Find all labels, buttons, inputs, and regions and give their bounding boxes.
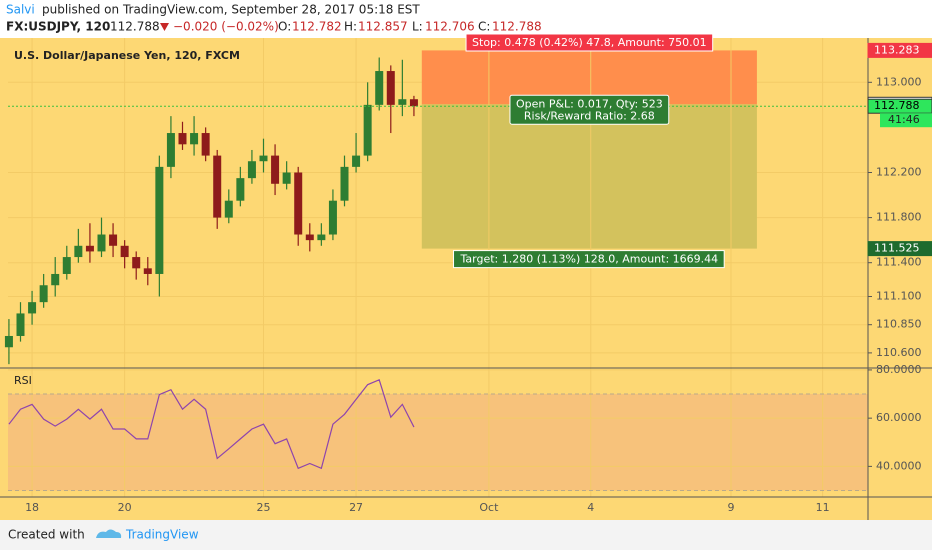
- header-bg: [0, 0, 932, 38]
- x-tick-label: 27: [349, 501, 363, 514]
- candle-body: [120, 245, 129, 258]
- x-tick-label: 9: [727, 501, 734, 514]
- target-label: Target: 1.280 (1.13%) 128.0, Amount: 166…: [460, 253, 719, 266]
- o-label: O:: [278, 20, 291, 34]
- candle-body: [375, 71, 384, 105]
- h-value: 112.857: [358, 20, 408, 34]
- candle-body: [85, 245, 94, 252]
- y-tick-label: 111.100: [876, 290, 922, 303]
- chart-title: U.S. Dollar/Japanese Yen, 120, FXCM: [14, 49, 240, 62]
- rsi-title: RSI: [14, 374, 32, 387]
- candle-body: [328, 200, 337, 235]
- candle-body: [16, 313, 25, 336]
- price-label: 113.283: [874, 43, 920, 56]
- price-label-box: [867, 42, 932, 58]
- footer-bg: [0, 520, 932, 550]
- candle-body: [190, 133, 199, 145]
- x-tick-label: Oct: [479, 501, 499, 514]
- target-label-box: [453, 250, 725, 269]
- y-tick-label: 60.0000: [876, 411, 922, 424]
- down-arrow: [160, 23, 169, 31]
- y-tick-label: 111.400: [876, 256, 922, 269]
- candle-body: [201, 133, 210, 156]
- candle-body: [247, 161, 256, 179]
- candle-body: [224, 200, 233, 218]
- candle-body: [340, 166, 349, 201]
- h-label: H:: [344, 20, 357, 34]
- candle-body: [132, 257, 141, 269]
- created-with: Created with: [8, 528, 85, 542]
- candle-body: [409, 99, 418, 107]
- candle-body: [236, 178, 245, 201]
- candle-body: [363, 104, 372, 156]
- x-tick-label: 4: [587, 501, 594, 514]
- candle-body: [178, 133, 187, 145]
- rr-label: Risk/Reward Ratio: 2.68: [524, 109, 655, 122]
- x-tick-label: 18: [25, 501, 39, 514]
- countdown: 41:46: [888, 113, 920, 126]
- rsi-band: [8, 394, 868, 491]
- price-label: 111.525: [874, 242, 920, 255]
- c-label: C:: [478, 20, 490, 34]
- candle-body: [398, 99, 407, 105]
- c-value: 112.788: [492, 20, 542, 34]
- candle-body: [259, 155, 268, 162]
- countdown-box: [880, 113, 932, 128]
- symbol: FX:USDJPY, 120: [6, 20, 110, 34]
- candle-body: [51, 273, 60, 286]
- candle-body: [109, 234, 118, 246]
- price-label: 112.788: [874, 99, 920, 112]
- pnl-label: Open P&L: 0.017, Qty: 523: [516, 97, 663, 110]
- y-tick-label: 80.0000: [876, 363, 922, 376]
- stop-label: Stop: 0.478 (0.42%) 47.8, Amount: 750.01: [472, 36, 707, 49]
- change: −0.020 (−0.02%): [173, 20, 279, 34]
- pnl-box: [509, 94, 670, 125]
- candle-body: [155, 166, 164, 274]
- published: published on TradingView.com, September …: [42, 3, 420, 17]
- candle-body: [352, 155, 361, 167]
- y-tick-label: 112.200: [876, 166, 922, 179]
- candle-body: [271, 155, 280, 184]
- x-tick-label: 25: [257, 501, 271, 514]
- y-tick-label: 110.600: [876, 346, 922, 359]
- logo-cloud: [96, 529, 122, 538]
- last-price: 112.788: [110, 20, 160, 34]
- candle-body: [282, 172, 291, 184]
- x-tick-label: 20: [118, 501, 132, 514]
- l-value: 112.706: [425, 20, 475, 34]
- candle-body: [305, 234, 314, 241]
- candle-body: [62, 257, 71, 274]
- stop-label-box: [465, 33, 714, 52]
- candle-body: [4, 335, 13, 348]
- candle-body: [166, 133, 175, 167]
- y-tick-label: 111.800: [876, 211, 922, 224]
- candle-body: [39, 285, 48, 303]
- candle-body: [386, 71, 395, 105]
- x-tick-label: 11: [816, 501, 830, 514]
- candle-body: [28, 302, 37, 314]
- l-label: L:: [412, 20, 423, 34]
- candle-body: [97, 234, 106, 252]
- candle-body: [213, 155, 222, 218]
- candle-body: [74, 245, 83, 258]
- candle-body: [317, 234, 326, 241]
- logo[interactable]: [96, 529, 122, 539]
- candle-body: [294, 172, 303, 235]
- candle-body: [143, 268, 152, 274]
- o-value: 112.782: [292, 20, 342, 34]
- price-label-box: [867, 241, 932, 257]
- rsi-line: [8, 379, 415, 470]
- y-tick-label: 113.000: [876, 75, 922, 88]
- brand[interactable]: TradingView: [125, 528, 199, 542]
- y-tick-label: 40.0000: [876, 459, 922, 472]
- target-zone: [421, 104, 757, 249]
- y-tick-label: 110.850: [876, 318, 922, 331]
- author[interactable]: Salvi: [6, 3, 35, 17]
